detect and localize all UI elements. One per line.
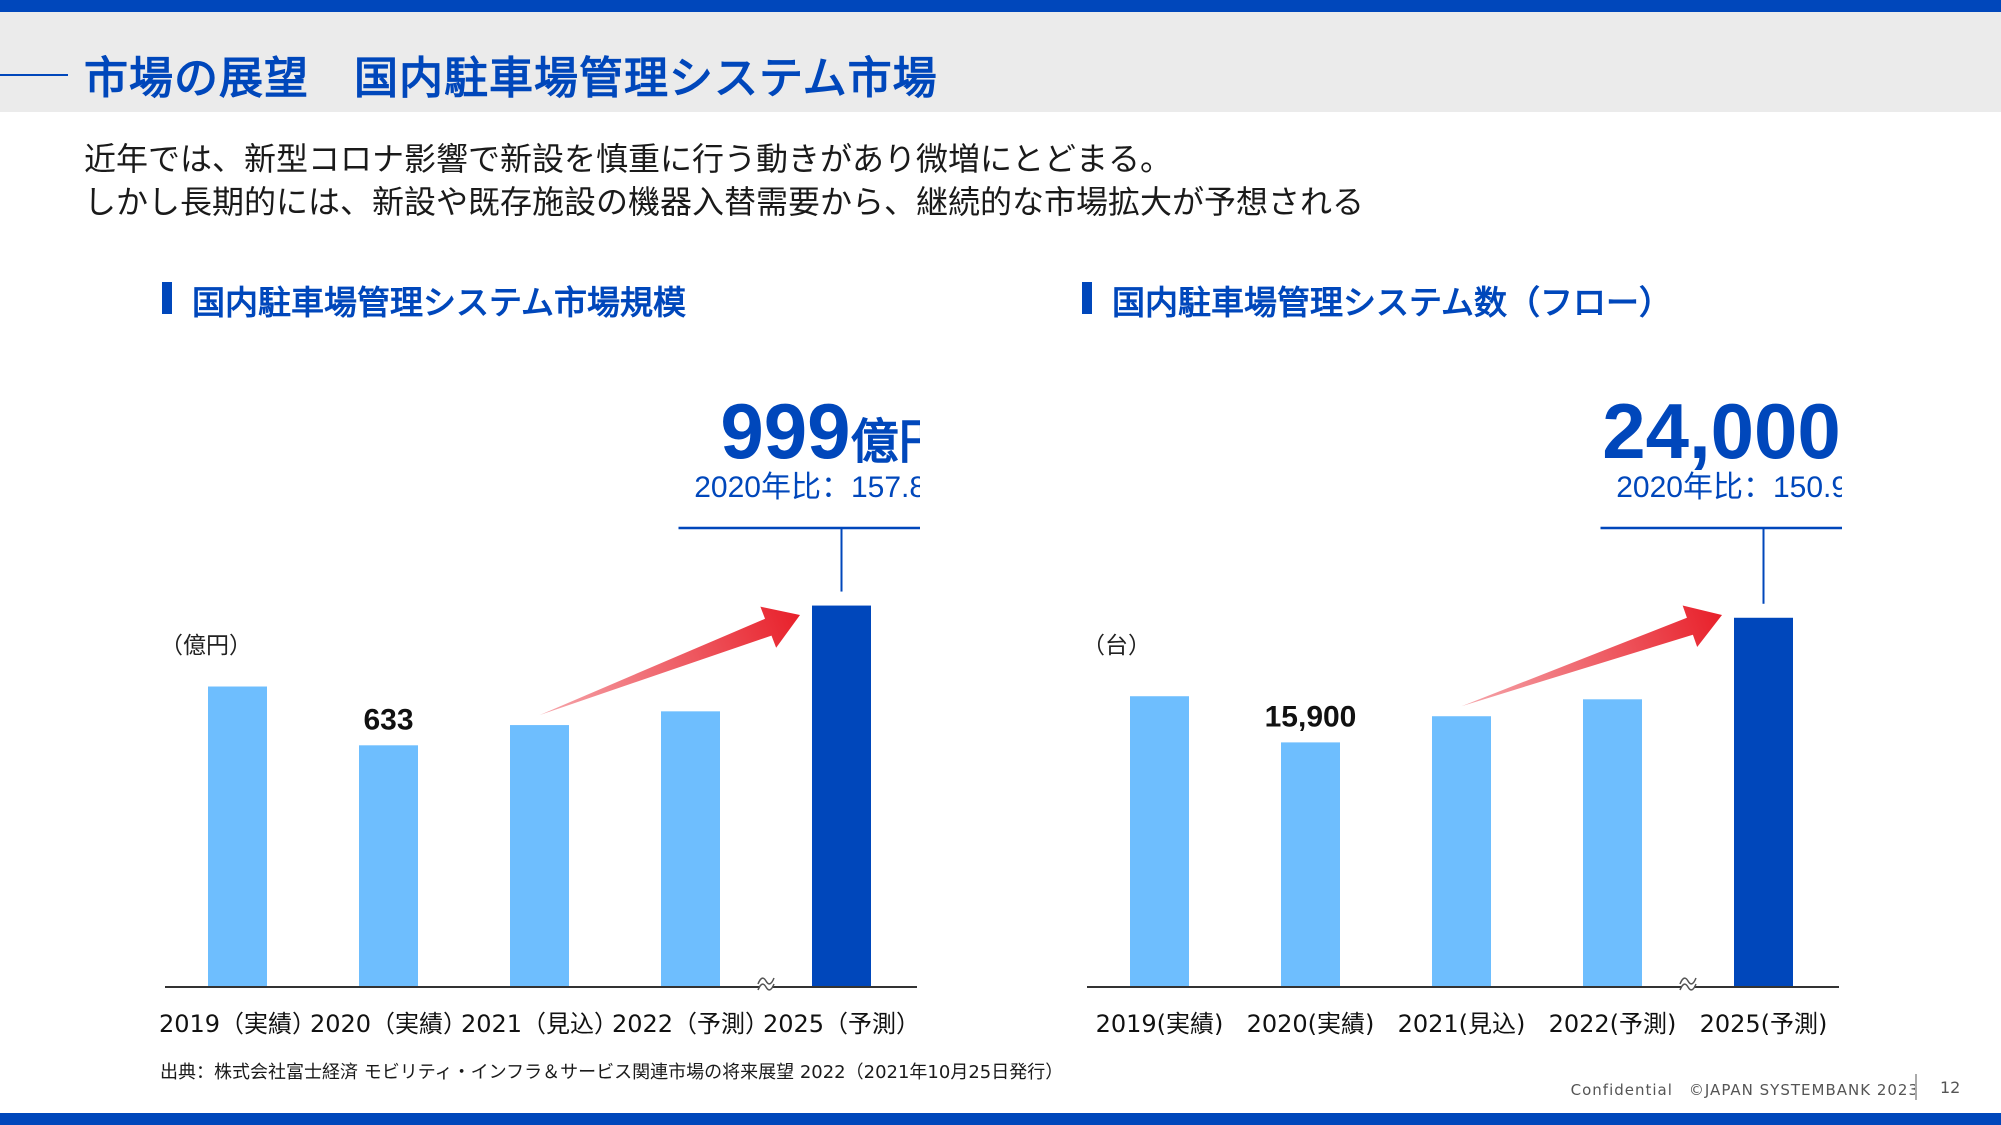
bar-4 bbox=[812, 605, 871, 987]
system-count-chart: （台） 2019(実績) 2020(実績) 15,900 2021(見込) 2022(予測… bbox=[1082, 387, 1842, 1038]
lead-line-2: しかし長期的には、新設や既存施設の機器入替需要から、継続的な市場拡大が予想される bbox=[84, 183, 1365, 221]
data-label-1: 15,900 bbox=[1265, 700, 1357, 733]
page-number: 12 bbox=[1940, 1078, 1961, 1097]
header-band: 市場の展望 国内駐車場管理システム市場 bbox=[0, 12, 2001, 112]
header-accent-line bbox=[0, 74, 68, 76]
trend-arrow-shape bbox=[1461, 605, 1722, 707]
trend-arrow-shape bbox=[539, 606, 801, 716]
lead-text: 近年では、新型コロナ影響で新設を慎重に行う動きがあり微増にとどまる。 しかし長期… bbox=[84, 138, 1364, 224]
axis-break-mark-1 bbox=[757, 983, 775, 991]
x-tick-label-4: 2025(予測) bbox=[1700, 1010, 1828, 1038]
data-label-1: 633 bbox=[363, 703, 413, 736]
bar-2 bbox=[510, 725, 569, 987]
footer-separator bbox=[1915, 1074, 1917, 1100]
x-tick-label-0: 2019(実績) bbox=[1096, 1010, 1224, 1038]
axis-break-mark-2 bbox=[1679, 977, 1697, 985]
x-tick-label-3: 2022（予測） bbox=[612, 1010, 769, 1038]
chart-title-market-size: 国内駐車場管理システム市場規模 bbox=[162, 276, 686, 324]
chart-title-system-count: 国内駐車場管理システム数（フロー） bbox=[1082, 276, 1672, 324]
axis-break-mark-2 bbox=[757, 977, 775, 985]
lead-line-1: 近年では、新型コロナ影響で新設を慎重に行う動きがあり微増にとどまる。 bbox=[84, 140, 1173, 178]
source-note: 出典：株式会社富士経済 モビリティ・インフラ＆サービス関連市場の将来展望 202… bbox=[160, 1062, 1064, 1083]
bar-2 bbox=[1432, 716, 1491, 987]
trend-arrow bbox=[1461, 605, 1722, 707]
bar-3 bbox=[1583, 699, 1642, 987]
callout-subtext: 2020年比：150.9% bbox=[1616, 471, 1842, 504]
callout-value: 24,000台 bbox=[1602, 387, 1842, 475]
bar-4 bbox=[1734, 617, 1793, 987]
trend-arrow bbox=[539, 606, 801, 716]
bottom-brand-bar bbox=[0, 1113, 2001, 1125]
x-tick-label-2: 2021（見込） bbox=[461, 1010, 618, 1038]
footer-confidential: Confidential ©JAPAN SYSTEMBANK 2023 bbox=[1570, 1081, 1919, 1099]
bar-3 bbox=[661, 711, 720, 987]
bar-0 bbox=[1130, 696, 1189, 987]
top-brand-bar bbox=[0, 0, 2001, 12]
x-tick-label-1: 2020（実績） bbox=[310, 1010, 467, 1038]
x-tick-label-3: 2022(予測) bbox=[1549, 1010, 1677, 1038]
x-tick-label-1: 2020(実績) bbox=[1247, 1010, 1375, 1038]
x-tick-label-4: 2025（予測） bbox=[763, 1010, 920, 1038]
bar-1 bbox=[1281, 742, 1340, 987]
x-tick-label-0: 2019（実績） bbox=[160, 1010, 316, 1038]
market-size-chart: （億円）2019（実績）2020（実績）6332021（見込）2022（予測）2… bbox=[160, 387, 920, 1038]
page-title: 市場の展望 国内駐車場管理システム市場 bbox=[84, 53, 938, 104]
callout-value: 999億円 bbox=[720, 387, 920, 475]
y-unit-label: （億円） bbox=[160, 633, 252, 659]
y-unit-label: （台） bbox=[1082, 633, 1151, 659]
callout-subtext: 2020年比：157.8% bbox=[694, 471, 920, 504]
bar-1 bbox=[359, 745, 418, 987]
x-tick-label-2: 2021(見込) bbox=[1398, 1010, 1526, 1038]
axis-break-mark-1 bbox=[1679, 983, 1697, 991]
bar-0 bbox=[208, 686, 267, 987]
